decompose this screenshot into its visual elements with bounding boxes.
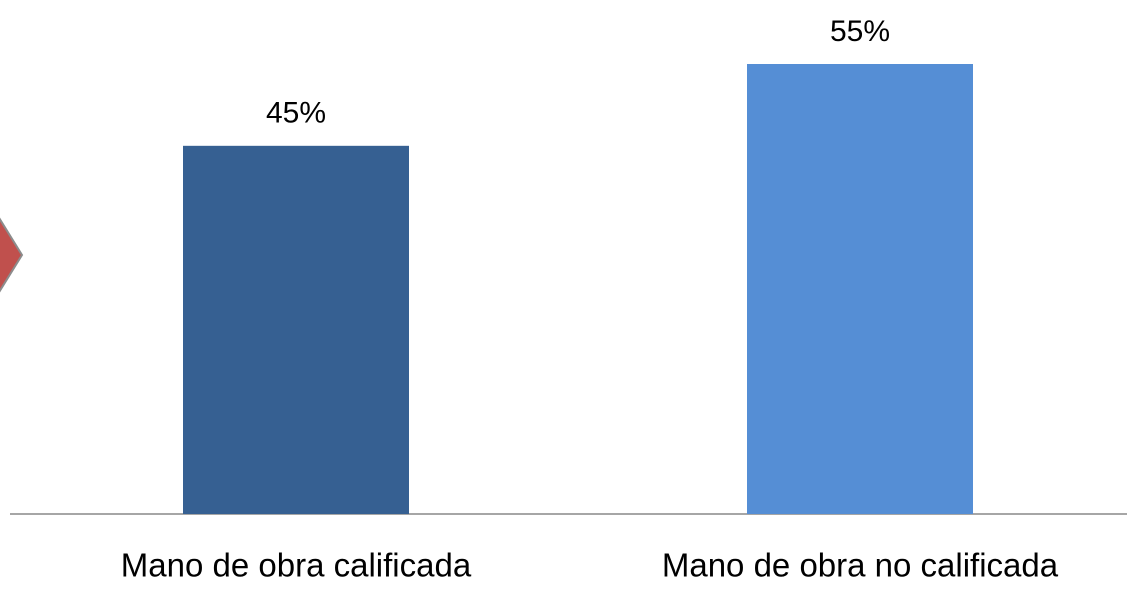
decoration-arrow (0, 217, 24, 293)
value-label: 45% (266, 97, 326, 130)
bar (747, 64, 973, 514)
value-label: 55% (830, 15, 890, 48)
x-tick-label: Mano de obra no calificada (662, 547, 1059, 584)
x-tick-label: Mano de obra calificada (121, 547, 472, 584)
bar (183, 145, 409, 514)
